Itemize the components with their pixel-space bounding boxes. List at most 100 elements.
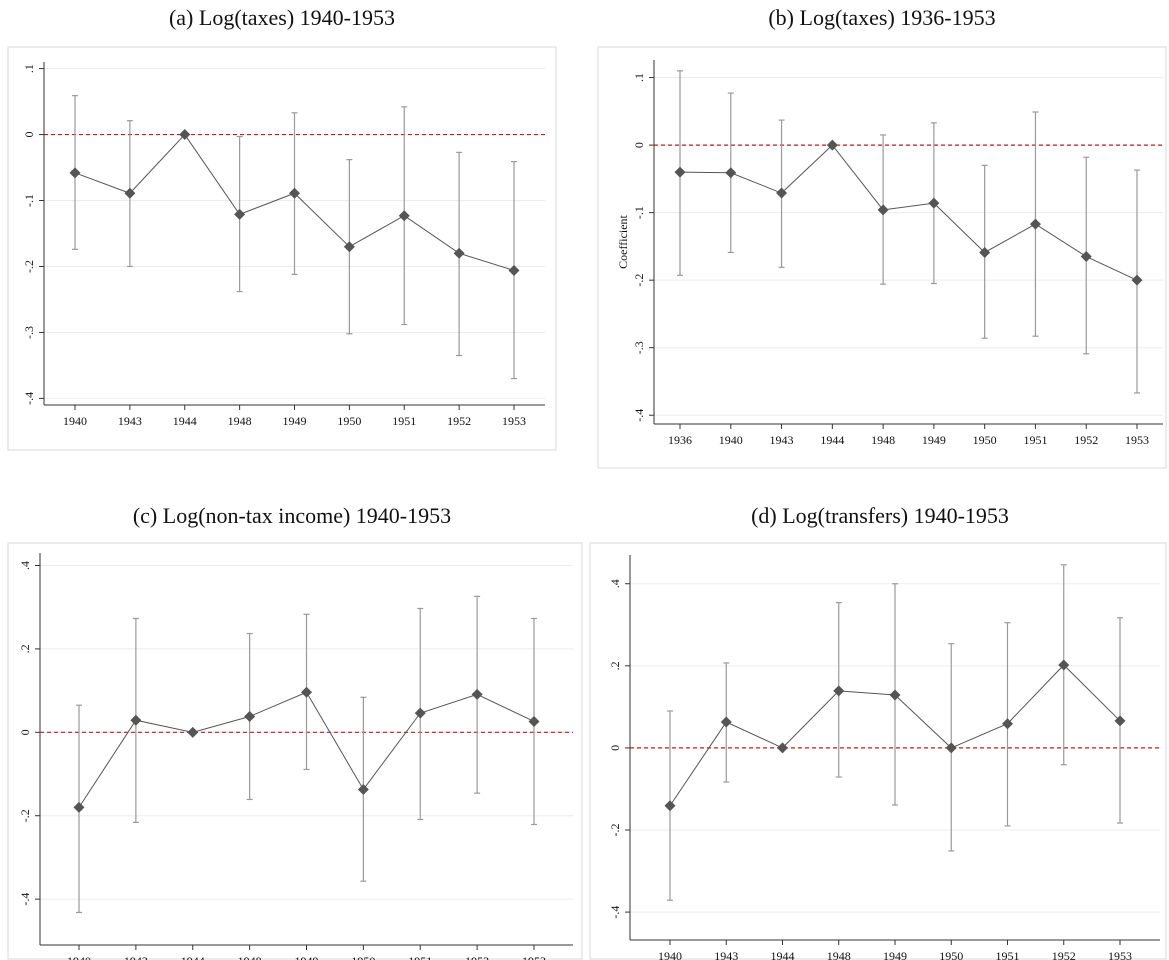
point-marker xyxy=(979,246,991,258)
point-marker xyxy=(877,204,889,216)
point-marker xyxy=(234,208,246,220)
y-tick-label: -.1 xyxy=(632,206,646,219)
point-marker xyxy=(1029,218,1041,230)
x-tick-label: 1943 xyxy=(118,414,142,428)
point-marker xyxy=(928,197,940,209)
point-marker xyxy=(73,801,85,813)
x-tick-label: 1952 xyxy=(1074,433,1098,447)
y-tick-label: 0 xyxy=(18,729,32,735)
x-tick-label: 1951 xyxy=(996,949,1020,960)
point-marker xyxy=(244,710,256,722)
y-tick-label: -.1 xyxy=(22,194,36,207)
series-line xyxy=(679,144,1138,281)
point-marker xyxy=(945,742,957,754)
x-tick-label: 1950 xyxy=(337,414,361,428)
y-tick-label: -.2 xyxy=(608,824,622,837)
y-tick-label: 0 xyxy=(632,142,646,148)
x-tick-label: 1950 xyxy=(973,433,997,447)
x-tick-label: 1943 xyxy=(770,433,794,447)
x-tick-label: 1944 xyxy=(820,433,844,447)
point-marker xyxy=(508,264,520,276)
x-tick-label: 1951 xyxy=(1023,433,1047,447)
panel-title: (c) Log(non-tax income) 1940-1953 xyxy=(133,503,451,528)
point-marker xyxy=(124,187,136,199)
point-marker xyxy=(664,800,676,812)
x-tick-label: 1948 xyxy=(827,949,851,960)
point-marker xyxy=(453,247,465,259)
x-tick-label: 1940 xyxy=(67,954,91,960)
x-tick-label: 1951 xyxy=(408,954,432,960)
panel-frame xyxy=(597,46,1167,469)
y-tick-label: .1 xyxy=(632,73,646,82)
point-marker xyxy=(776,187,788,199)
y-tick-label: -.4 xyxy=(18,893,32,906)
point-marker xyxy=(398,210,410,222)
x-tick-label: 1950 xyxy=(351,954,375,960)
x-tick-label: 1949 xyxy=(922,433,946,447)
x-tick-label: 1936 xyxy=(668,433,692,447)
point-marker xyxy=(187,726,199,738)
x-tick-label: 1953 xyxy=(1108,949,1132,960)
x-tick-label: 1951 xyxy=(392,414,416,428)
y-tick-label: .4 xyxy=(608,579,622,588)
point-marker xyxy=(1058,659,1070,671)
point-marker xyxy=(889,689,901,701)
x-tick-label: 1944 xyxy=(771,949,795,960)
panel-title: (a) Log(taxes) 1940-1953 xyxy=(169,5,395,30)
y-tick-label: .4 xyxy=(18,561,32,570)
x-tick-label: 1950 xyxy=(939,949,963,960)
x-tick-label: 1944 xyxy=(181,954,205,960)
y-tick-label: -.3 xyxy=(22,326,36,339)
y-tick-label: -.2 xyxy=(18,809,32,822)
y-tick-label: -.2 xyxy=(632,274,646,287)
x-tick-label: 1940 xyxy=(658,949,682,960)
y-tick-label: -.4 xyxy=(632,409,646,422)
y-tick-label: .2 xyxy=(18,644,32,653)
x-tick-label: 1952 xyxy=(1052,949,1076,960)
point-marker xyxy=(289,187,300,199)
x-tick-label: 1940 xyxy=(63,414,87,428)
point-marker xyxy=(1131,274,1143,286)
y-tick-label: .2 xyxy=(608,661,622,670)
point-marker xyxy=(301,686,312,698)
panel-frame xyxy=(7,542,583,960)
x-tick-label: 1948 xyxy=(228,414,252,428)
x-tick-label: 1949 xyxy=(295,954,319,960)
y-tick-label: -.2 xyxy=(22,260,36,273)
point-marker xyxy=(826,139,838,151)
x-tick-label: 1948 xyxy=(871,433,895,447)
panel-title: (b) Log(taxes) 1936-1953 xyxy=(768,5,995,30)
x-tick-label: 1943 xyxy=(714,949,738,960)
x-tick-label: 1952 xyxy=(465,954,489,960)
panel-title: (d) Log(transfers) 1940-1953 xyxy=(751,503,1009,528)
y-tick-label: 0 xyxy=(608,745,622,751)
point-marker xyxy=(528,715,540,727)
x-tick-label: 1948 xyxy=(238,954,262,960)
x-tick-label: 1953 xyxy=(502,414,526,428)
x-tick-label: 1944 xyxy=(173,414,197,428)
x-tick-label: 1953 xyxy=(522,954,546,960)
point-marker xyxy=(1002,718,1013,730)
panel-frame xyxy=(7,46,557,451)
point-marker xyxy=(130,714,142,726)
x-tick-label: 1949 xyxy=(883,949,907,960)
y-tick-label: .1 xyxy=(22,64,36,73)
point-marker xyxy=(777,742,788,754)
x-tick-label: 1940 xyxy=(719,433,743,447)
x-tick-label: 1952 xyxy=(447,414,471,428)
point-marker xyxy=(414,707,426,719)
point-marker xyxy=(357,783,369,795)
point-marker xyxy=(674,166,686,178)
y-tick-label: -.4 xyxy=(608,906,622,919)
y-tick-label: -.4 xyxy=(22,392,36,405)
x-tick-label: 1953 xyxy=(1125,433,1149,447)
y-tick-label: 0 xyxy=(22,132,36,138)
x-tick-label: 1949 xyxy=(283,414,307,428)
point-marker xyxy=(1114,715,1126,727)
point-marker xyxy=(725,167,737,179)
x-tick-label: 1943 xyxy=(124,954,148,960)
point-marker xyxy=(69,167,81,179)
point-marker xyxy=(343,241,355,253)
